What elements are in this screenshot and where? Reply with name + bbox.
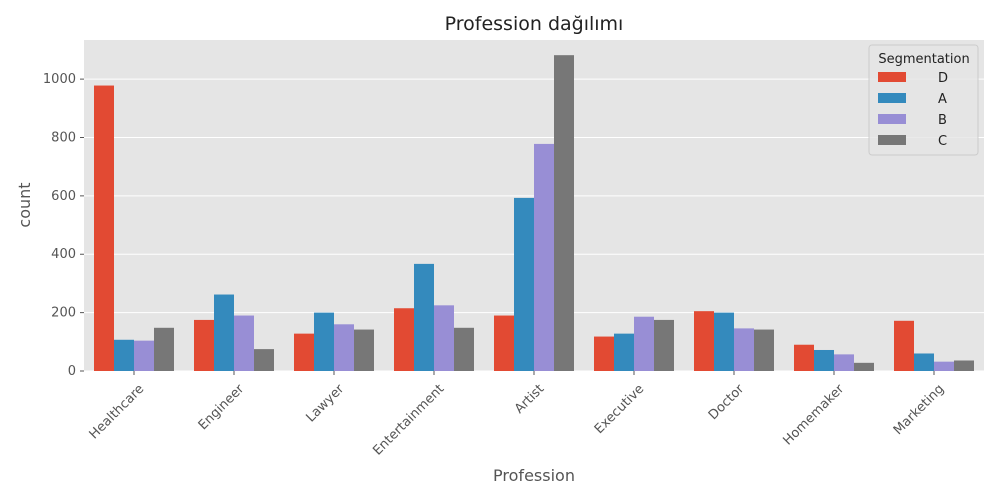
bar-D-doctor [694, 311, 714, 371]
legend-label-B: B [938, 113, 947, 128]
bar-A-lawyer [314, 312, 334, 371]
bar-D-healthcare [94, 85, 114, 371]
x-tick-label: Engineer [196, 381, 248, 433]
y-tick-label: 0 [68, 364, 76, 379]
x-tick-label: Homemaker [780, 381, 847, 448]
legend-swatch-B [878, 114, 906, 124]
bar-A-marketing [914, 353, 934, 371]
legend-swatch-C [878, 135, 906, 145]
bar-B-artist [534, 143, 554, 371]
bar-A-engineer [214, 294, 234, 371]
bar-D-engineer [194, 319, 214, 371]
bars [94, 55, 974, 371]
bar-B-lawyer [334, 324, 354, 371]
chart-title: Profession dağılımı [445, 13, 624, 35]
bar-A-artist [514, 197, 534, 371]
x-tick-label: Doctor [706, 381, 748, 423]
legend-label-D: D [938, 71, 948, 86]
y-axis-label: count [15, 182, 34, 227]
bar-B-doctor [734, 328, 754, 371]
bar-B-executive [634, 316, 654, 371]
x-tick-label: Healthcare [87, 382, 148, 443]
bar-D-entertainment [394, 308, 414, 371]
x-tick-label: Marketing [891, 382, 947, 438]
y-axis-ticks: 0 200 400 600 800 1000 [43, 72, 84, 379]
bar-A-healthcare [114, 339, 134, 371]
bar-C-engineer [254, 349, 274, 371]
bar-C-healthcare [154, 327, 174, 371]
y-tick-label: 1000 [43, 72, 76, 87]
bar-C-doctor [754, 329, 774, 371]
bar-B-entertainment [434, 305, 454, 371]
bar-B-healthcare [134, 340, 154, 371]
y-tick-label: 600 [51, 189, 76, 204]
bar-C-homemaker [854, 362, 874, 371]
bar-C-marketing [954, 360, 974, 371]
bar-C-artist [554, 55, 574, 371]
bar-B-homemaker [834, 354, 854, 371]
bar-D-marketing [894, 320, 914, 371]
legend-label-A: A [938, 92, 947, 107]
x-tick-label: Lawyer [303, 381, 347, 425]
y-tick-label: 200 [51, 306, 76, 321]
x-axis-label: Profession [493, 466, 575, 485]
bar-B-engineer [234, 315, 254, 371]
bar-A-homemaker [814, 349, 834, 371]
bar-A-doctor [714, 312, 734, 371]
y-tick-label: 400 [51, 247, 76, 262]
x-axis-ticks: Healthcare Engineer Lawyer Entertainment Art… [87, 371, 947, 459]
bar-C-executive [654, 319, 674, 371]
x-tick-label: Executive [592, 382, 647, 437]
x-tick-label: Artist [512, 382, 547, 417]
y-tick-label: 800 [51, 130, 76, 145]
bar-D-executive [594, 336, 614, 371]
x-tick-label: Entertainment [370, 382, 447, 459]
bar-C-lawyer [354, 329, 374, 371]
legend-title: Segmentation [878, 52, 969, 67]
bar-A-entertainment [414, 263, 434, 371]
bar-A-executive [614, 333, 634, 371]
bar-D-homemaker [794, 344, 814, 371]
bar-D-artist [494, 315, 514, 371]
bar-C-entertainment [454, 327, 474, 371]
bar-B-marketing [934, 361, 954, 371]
bar-D-lawyer [294, 333, 314, 371]
legend-label-C: C [938, 134, 947, 149]
legend-swatch-A [878, 93, 906, 103]
legend-swatch-D [878, 72, 906, 82]
